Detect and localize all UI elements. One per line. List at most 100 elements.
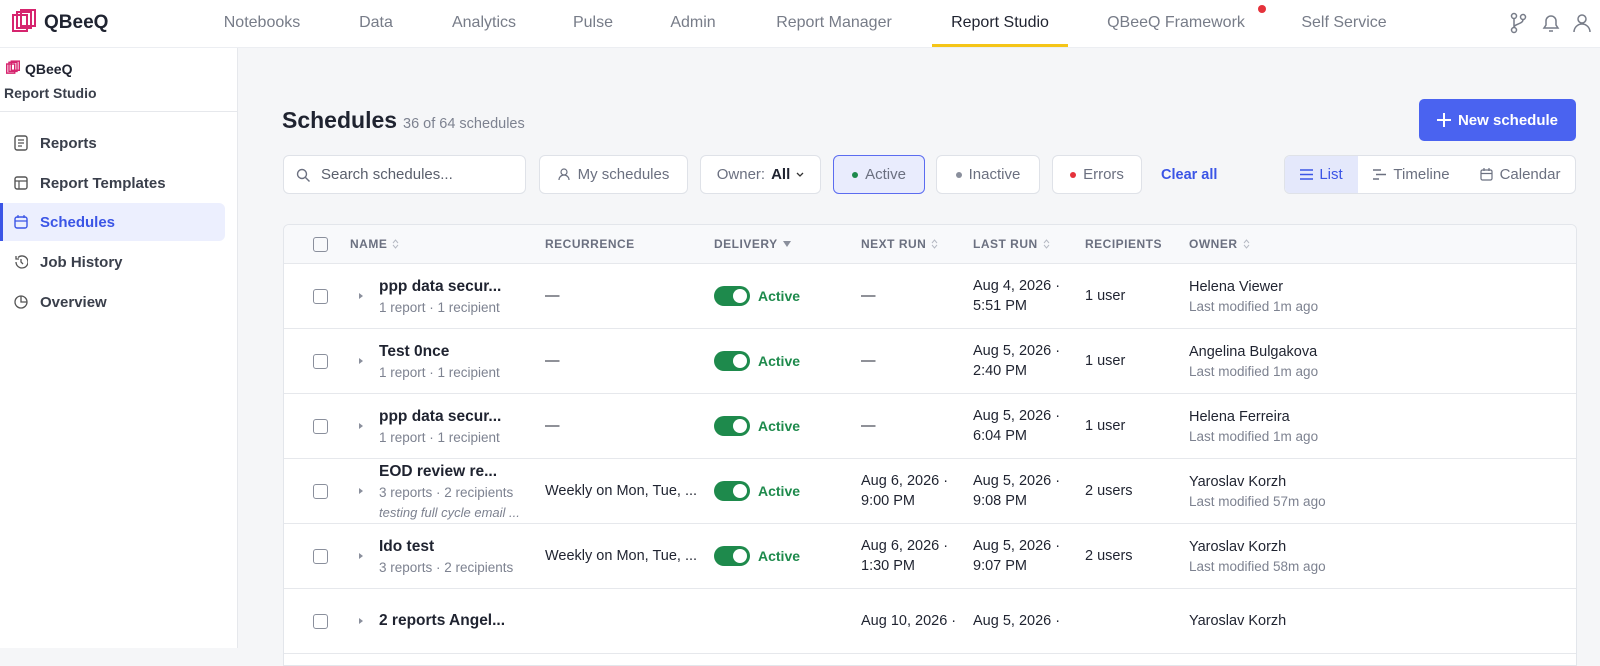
schedule-meta: 1 report · 1 recipient (379, 299, 500, 315)
schedule-row[interactable]: EOD review re... 3 reports · 2 recipients… (284, 459, 1576, 524)
schedule-name[interactable]: ppp data secur... (379, 407, 502, 425)
view-tab[interactable]: Calendar (1465, 166, 1575, 183)
cell (350, 548, 379, 564)
recurrence-cell: Weekly on Mon, Tue, ... (545, 548, 714, 564)
row-checkbox[interactable] (313, 548, 328, 564)
header-cell[interactable]: LAST RUN (973, 237, 1085, 251)
nav-item[interactable]: Self Service (1301, 14, 1387, 31)
search-input[interactable]: Search schedules... (283, 155, 526, 194)
row-checkbox[interactable] (313, 483, 328, 499)
select-all-checkbox[interactable] (313, 236, 328, 252)
expand-caret[interactable] (358, 292, 364, 300)
owner-value: All (771, 166, 791, 183)
label: My schedules (577, 166, 670, 183)
expand-caret[interactable] (358, 617, 364, 625)
nav-item[interactable]: Data (359, 14, 393, 31)
schedule-name[interactable]: 2 reports Angel... (379, 612, 506, 629)
search-icon (296, 168, 310, 182)
run-time: Aug 5, 2026 · (973, 538, 1061, 554)
nav-item[interactable]: Report Manager (776, 14, 892, 31)
view-tab[interactable]: List (1285, 156, 1358, 193)
schedule-name[interactable]: Test 0nce (379, 342, 450, 360)
header-cell[interactable]: DELIVERY (714, 237, 861, 251)
delivery-status: Active (758, 483, 801, 499)
nav-item[interactable]: Report Studio (951, 14, 1049, 31)
toggle-switch[interactable] (714, 286, 750, 306)
header-cell[interactable]: RECIPIENTS (1085, 237, 1189, 251)
nav-item[interactable]: QBeeQ Framework (1107, 14, 1245, 31)
label: Inactive (968, 166, 1021, 183)
sidebar-logo: QBeeQ (25, 61, 73, 77)
schedule-row[interactable]: Test 0nce 1 report · 1 recipient — Active — A… (284, 329, 1576, 394)
header-cell[interactable]: RECURRENCE (545, 237, 714, 251)
run-time: — (861, 288, 876, 304)
toggle-switch[interactable] (714, 481, 750, 501)
run-time: 9:00 PM (861, 493, 915, 509)
header-cell[interactable]: NEXT RUN (861, 237, 973, 251)
next-run-cell: Aug 6, 2026 · 1:30 PM (861, 536, 973, 576)
row-checkbox[interactable] (313, 353, 328, 369)
my-schedules-button[interactable]: My schedules (539, 155, 688, 194)
row-checkbox[interactable] (313, 418, 328, 434)
schedule-row[interactable]: Ido test 3 reports · 2 recipients Weekly o… (284, 524, 1576, 589)
sidebar-item[interactable]: Schedules (0, 203, 225, 241)
inactive-filter[interactable]: Inactive (936, 155, 1040, 194)
nav-item[interactable]: Analytics (451, 14, 517, 31)
sidebar-item[interactable]: Job History (0, 243, 225, 281)
owner-filter[interactable]: Owner: All (700, 155, 821, 194)
last-run-cell: Aug 5, 2026 · 9:07 PM (973, 536, 1085, 576)
recipients: 2 users (1085, 483, 1133, 499)
notification-dot (1258, 5, 1266, 13)
header-icons[interactable] (1508, 12, 1592, 34)
next-run-cell: — (861, 416, 973, 436)
sidebar-item[interactable]: Reports (0, 124, 225, 162)
icon (15, 255, 28, 269)
header-cell[interactable]: NAME (350, 237, 545, 251)
schedule-row[interactable]: 2 reports Angel... Aug 10, 2026 · Aug 5, 2… (284, 589, 1576, 654)
nav-item[interactable]: Pulse (572, 14, 614, 31)
run-time: Aug 10, 2026 · (861, 613, 957, 629)
cell (284, 483, 350, 499)
schedule-name[interactable]: Ido test (379, 537, 435, 555)
schedule-name[interactable]: EOD review re... (379, 462, 498, 480)
owner-cell: Yaroslav Korzh Last modified 58m ago (1189, 539, 1576, 574)
toggle-switch[interactable] (714, 546, 750, 566)
nav-item[interactable]: Admin (670, 14, 716, 31)
expand-caret[interactable] (358, 422, 364, 430)
nav-item[interactable]: Notebooks (223, 14, 301, 31)
schedule-row[interactable]: ppp data secur... 1 report · 1 recipient —… (284, 394, 1576, 459)
run-time: Aug 5, 2026 · (973, 343, 1061, 359)
active-filter[interactable]: Active (833, 155, 925, 194)
new-schedule-button[interactable]: New schedule (1419, 99, 1576, 141)
delivery-toggle[interactable]: Active (714, 481, 861, 501)
schedule-meta: 1 report · 1 recipient (379, 364, 500, 380)
expand-caret[interactable] (358, 552, 364, 560)
header-cell[interactable]: OWNER (1189, 237, 1576, 251)
toggle-switch[interactable] (714, 416, 750, 436)
run-time: 9:07 PM (973, 558, 1027, 574)
sidebar-item[interactable]: Report Templates (0, 164, 225, 202)
delivery-cell: Active (714, 481, 861, 501)
dot (852, 171, 859, 178)
row-checkbox[interactable] (313, 288, 328, 304)
toggle-switch[interactable] (714, 351, 750, 371)
delivery-toggle[interactable]: Active (714, 351, 861, 371)
page-title: Schedules (282, 107, 398, 133)
errors-filter[interactable]: Errors (1052, 155, 1142, 194)
sort-icon (931, 239, 938, 249)
delivery-toggle[interactable]: Active (714, 286, 861, 306)
delivery-toggle[interactable]: Active (714, 416, 861, 436)
row-checkbox[interactable] (313, 613, 328, 629)
expand-caret[interactable] (358, 357, 364, 365)
cell (350, 353, 379, 369)
sidebar-item[interactable]: Overview (0, 283, 225, 321)
schedule-row[interactable]: ppp data secur... 1 report · 1 recipient —… (284, 264, 1576, 329)
clear-all[interactable]: Clear all (1161, 167, 1218, 183)
view-tab[interactable]: Timeline (1358, 166, 1465, 183)
schedule-name[interactable]: ppp data secur... (379, 277, 502, 295)
schedule-note: testing full cycle email ... (379, 504, 520, 520)
delivery-toggle[interactable]: Active (714, 546, 861, 566)
filter-icon (782, 241, 791, 247)
owner-cell: Helena Viewer Last modified 1m ago (1189, 279, 1576, 314)
expand-caret[interactable] (358, 487, 364, 495)
